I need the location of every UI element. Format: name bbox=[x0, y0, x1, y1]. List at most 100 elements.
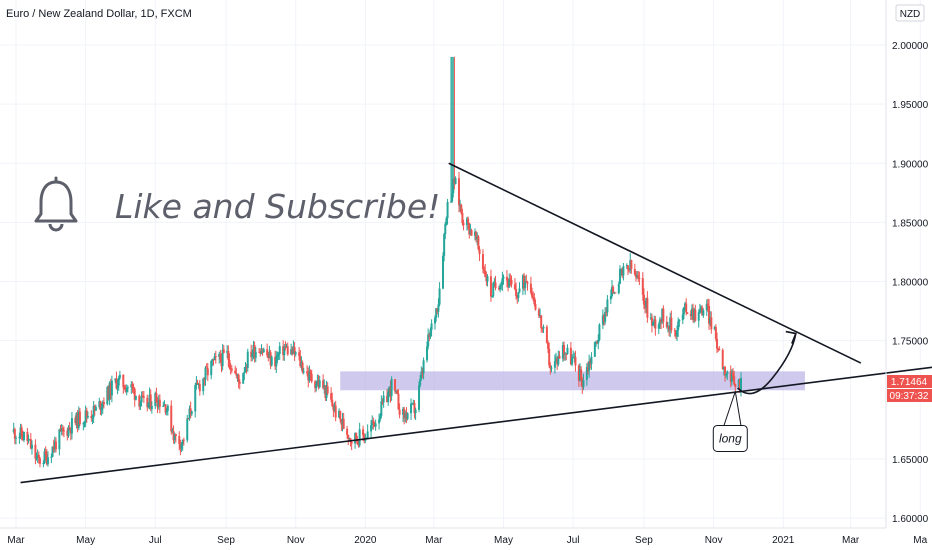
candle-body bbox=[29, 439, 32, 449]
candle bbox=[291, 346, 294, 356]
candle-body bbox=[461, 212, 464, 224]
candle bbox=[626, 265, 629, 275]
candle-body bbox=[147, 402, 150, 408]
candle-body bbox=[348, 438, 351, 440]
candle-body bbox=[116, 385, 119, 389]
candle-body bbox=[649, 317, 652, 319]
y-tick-label: 1.75000 bbox=[892, 337, 929, 348]
candle bbox=[166, 404, 169, 416]
candle bbox=[410, 398, 413, 420]
candle-body bbox=[110, 380, 113, 396]
candle bbox=[516, 294, 519, 304]
candle-body bbox=[188, 408, 191, 419]
candle-body bbox=[612, 286, 615, 294]
candle-body bbox=[718, 349, 721, 351]
candle bbox=[730, 369, 733, 386]
candle-body bbox=[641, 278, 644, 295]
candle bbox=[14, 435, 17, 445]
candle-body bbox=[350, 441, 353, 444]
currency-badge[interactable]: NZD bbox=[895, 4, 925, 22]
price-axis[interactable]: 2.00000 1.95000 1.90000 1.85000 1.80000 1.750… bbox=[885, 0, 929, 528]
candle bbox=[610, 279, 613, 299]
candle bbox=[638, 271, 641, 285]
candle bbox=[389, 380, 392, 403]
candle bbox=[78, 407, 81, 426]
candle bbox=[574, 350, 577, 372]
x-tick-label: Mar bbox=[425, 535, 443, 546]
candle-body bbox=[429, 329, 432, 337]
candle-body bbox=[434, 317, 437, 324]
candle bbox=[412, 399, 415, 406]
candle bbox=[411, 402, 414, 405]
candle-body bbox=[186, 418, 189, 441]
candle bbox=[451, 56, 454, 203]
candle bbox=[60, 423, 63, 436]
candle-body bbox=[587, 367, 590, 371]
candle bbox=[202, 377, 205, 396]
candle bbox=[692, 303, 695, 323]
candle-body bbox=[713, 327, 716, 330]
candle-body bbox=[323, 385, 326, 389]
candle bbox=[274, 350, 277, 371]
candle bbox=[194, 383, 197, 418]
candle-body bbox=[325, 386, 328, 398]
candle-body bbox=[453, 178, 456, 184]
candle-body bbox=[214, 356, 217, 358]
candle-body bbox=[732, 373, 735, 377]
candle-body bbox=[219, 353, 222, 360]
candle bbox=[508, 273, 511, 288]
candle-body bbox=[19, 427, 22, 438]
candle-body bbox=[54, 441, 57, 450]
candle bbox=[465, 216, 468, 231]
candle-body bbox=[653, 319, 656, 322]
candle-body bbox=[58, 429, 61, 450]
candle bbox=[565, 352, 568, 361]
candle bbox=[358, 422, 361, 448]
candle bbox=[347, 434, 350, 446]
candle-body bbox=[83, 421, 86, 424]
candle-body bbox=[516, 295, 519, 299]
candle-body bbox=[507, 280, 510, 288]
candle-body bbox=[362, 429, 365, 436]
candle-body bbox=[556, 358, 559, 365]
y-tick-label: 1.90000 bbox=[892, 159, 929, 170]
candle bbox=[721, 348, 724, 370]
candle-body bbox=[290, 349, 293, 355]
candle bbox=[449, 56, 452, 203]
candle-body bbox=[254, 351, 257, 358]
candle bbox=[205, 363, 208, 369]
candle bbox=[196, 379, 199, 385]
candle-body bbox=[460, 204, 463, 213]
candle-body bbox=[521, 275, 524, 289]
candle-body bbox=[204, 367, 207, 380]
candle bbox=[210, 360, 213, 380]
candle bbox=[197, 383, 200, 389]
candle bbox=[116, 379, 119, 395]
candle bbox=[36, 449, 39, 463]
candle bbox=[597, 334, 600, 350]
candle-body bbox=[626, 265, 629, 270]
candle bbox=[402, 406, 405, 422]
candle-body bbox=[156, 402, 159, 408]
candle bbox=[606, 295, 609, 317]
candle bbox=[657, 322, 660, 335]
candle bbox=[227, 345, 230, 367]
candle-body bbox=[210, 360, 213, 376]
candle-body bbox=[638, 277, 641, 279]
candle-body bbox=[314, 381, 317, 389]
candle-body bbox=[91, 417, 94, 419]
candle bbox=[259, 348, 262, 357]
candle-body bbox=[229, 368, 232, 370]
candle-body bbox=[252, 345, 255, 354]
candle bbox=[374, 419, 377, 431]
candle bbox=[243, 366, 246, 381]
candle bbox=[342, 412, 345, 430]
candle bbox=[665, 316, 668, 329]
candle-body bbox=[613, 292, 616, 294]
candle bbox=[585, 363, 588, 386]
candle-body bbox=[414, 409, 417, 414]
time-axis[interactable]: Mar May Jul Sep Nov 2020 Mar May Jul Sep Nov 2021 Ma… bbox=[0, 527, 928, 546]
candle bbox=[142, 390, 145, 403]
candle bbox=[649, 312, 652, 321]
